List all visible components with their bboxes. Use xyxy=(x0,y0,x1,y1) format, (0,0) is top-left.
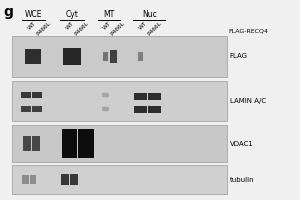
Bar xyxy=(32,106,43,112)
Text: P466L: P466L xyxy=(110,21,126,37)
Bar xyxy=(138,52,143,61)
Text: WT: WT xyxy=(65,21,75,31)
Text: WT: WT xyxy=(137,21,148,31)
Bar xyxy=(12,165,226,194)
Bar xyxy=(110,50,117,63)
Bar xyxy=(102,107,109,111)
Bar xyxy=(12,125,226,162)
Bar xyxy=(22,175,28,184)
Bar xyxy=(148,93,161,100)
Text: Nuc: Nuc xyxy=(142,10,157,19)
Bar xyxy=(148,93,161,100)
Bar xyxy=(149,109,160,111)
Bar xyxy=(26,53,32,60)
Bar xyxy=(12,36,226,77)
Bar xyxy=(139,54,142,59)
Bar xyxy=(22,136,31,151)
Text: Cyt: Cyt xyxy=(66,10,79,19)
Text: VDAC1: VDAC1 xyxy=(230,140,253,146)
Bar xyxy=(32,92,43,98)
Text: P466L: P466L xyxy=(146,21,162,37)
Bar xyxy=(149,95,160,97)
Bar xyxy=(32,141,39,146)
Bar xyxy=(102,93,109,97)
Bar xyxy=(22,136,31,151)
Bar xyxy=(70,174,78,185)
Text: MT: MT xyxy=(103,10,115,19)
Bar xyxy=(32,92,43,98)
Bar xyxy=(25,49,33,64)
Bar xyxy=(63,48,72,65)
Bar xyxy=(32,136,40,151)
Bar xyxy=(78,129,94,158)
Bar xyxy=(134,106,147,113)
Bar xyxy=(23,179,28,180)
Bar xyxy=(102,107,109,111)
Bar xyxy=(103,52,108,61)
Bar xyxy=(78,129,94,158)
Text: FLAG-RECQ4: FLAG-RECQ4 xyxy=(228,28,268,33)
Bar xyxy=(102,93,109,97)
Bar xyxy=(22,175,28,184)
Bar xyxy=(134,93,147,100)
Bar xyxy=(62,177,68,182)
Bar xyxy=(135,109,146,111)
Bar xyxy=(61,174,69,185)
Text: WT: WT xyxy=(102,21,112,31)
Bar xyxy=(33,49,41,64)
Bar xyxy=(134,106,147,113)
Bar xyxy=(21,92,31,98)
Bar xyxy=(148,106,161,113)
Bar xyxy=(103,54,107,59)
Bar xyxy=(134,93,147,100)
Bar xyxy=(148,106,161,113)
Bar xyxy=(21,106,31,112)
Bar xyxy=(32,106,43,112)
Text: g: g xyxy=(3,5,13,19)
Text: WT: WT xyxy=(27,21,38,31)
Bar xyxy=(64,52,71,61)
Bar xyxy=(31,179,35,180)
Bar xyxy=(70,174,78,185)
Bar xyxy=(73,52,80,61)
Bar xyxy=(79,131,93,156)
Bar xyxy=(21,106,31,112)
Bar xyxy=(62,129,77,158)
Text: WCE: WCE xyxy=(25,10,42,19)
Bar xyxy=(71,177,77,182)
Text: tubulin: tubulin xyxy=(230,176,254,182)
Bar xyxy=(21,92,31,98)
Bar xyxy=(23,141,30,146)
Bar xyxy=(111,56,116,57)
Bar xyxy=(33,49,41,64)
Bar xyxy=(32,136,40,151)
Text: P466L: P466L xyxy=(35,21,51,37)
Bar xyxy=(72,48,81,65)
Bar xyxy=(103,92,108,98)
Bar xyxy=(135,95,146,97)
Bar xyxy=(30,175,36,184)
Bar xyxy=(34,53,41,60)
Bar xyxy=(63,48,72,65)
Bar xyxy=(62,129,77,158)
Bar xyxy=(103,106,108,112)
Text: P466L: P466L xyxy=(73,21,89,37)
Bar xyxy=(25,49,33,64)
Text: LAMIN A/C: LAMIN A/C xyxy=(230,98,266,104)
Bar xyxy=(30,175,36,184)
Bar xyxy=(63,131,76,156)
Bar xyxy=(138,52,143,61)
Bar xyxy=(103,52,108,61)
Bar xyxy=(110,50,117,63)
Text: FLAG: FLAG xyxy=(230,53,247,60)
Bar xyxy=(12,81,226,121)
Bar xyxy=(72,48,81,65)
Bar xyxy=(61,174,69,185)
